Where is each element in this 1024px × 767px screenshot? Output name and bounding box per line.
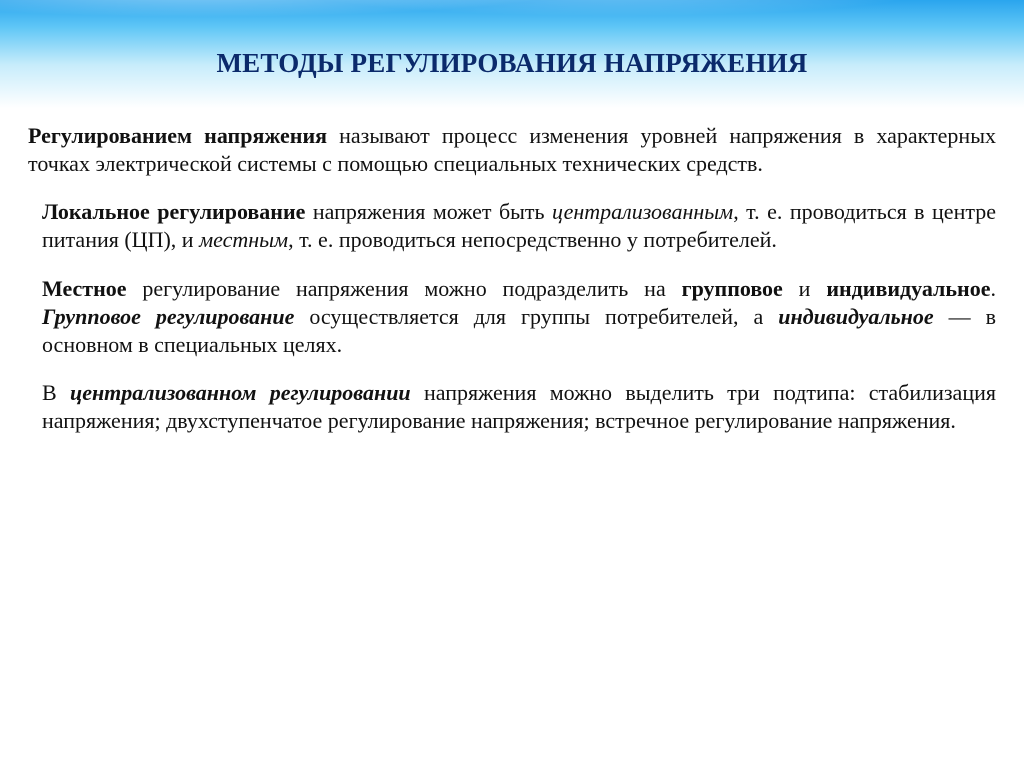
paragraph-4: В централизованном регулировании напряже… xyxy=(28,379,996,435)
p4-t1: В xyxy=(42,380,70,405)
slide-body: Регулированием напряжения называют проце… xyxy=(0,108,1024,455)
p3-t5: индивидуальное xyxy=(826,276,990,301)
slide-title: МЕТОДЫ РЕГУЛИРОВАНИЯ НАПРЯЖЕНИЯ xyxy=(0,48,1024,79)
paragraph-1: Регулированием напряжения называют проце… xyxy=(28,122,996,178)
p3-t6: . xyxy=(990,276,996,301)
p3-t8: осуществляется для группы потребителей, … xyxy=(294,304,778,329)
p3-t7: Групповое регулирование xyxy=(42,304,294,329)
slide: МЕТОДЫ РЕГУЛИРОВАНИЯ НАПРЯЖЕНИЯ Регулиро… xyxy=(0,0,1024,767)
paragraph-2: Локальное регулирование напряжения может… xyxy=(28,198,996,254)
header-band: МЕТОДЫ РЕГУЛИРОВАНИЯ НАПРЯЖЕНИЯ xyxy=(0,0,1024,108)
p2-t1: Локальное регулирование xyxy=(42,199,305,224)
p2-t5: местным xyxy=(199,227,288,252)
p3-t1: Местное xyxy=(42,276,127,301)
p2-t3: централизованным xyxy=(552,199,733,224)
p3-t3: групповое xyxy=(682,276,783,301)
paragraph-3: Местное регулирование напряжения можно п… xyxy=(28,275,996,359)
p4-t2: централизованном регулировании xyxy=(70,380,411,405)
p3-t9: индивидуальное xyxy=(778,304,933,329)
p1-lead: Регулированием напряжения xyxy=(28,123,327,148)
p3-t4: и xyxy=(783,276,827,301)
p2-t6: , т. е. проводиться непосредственно у по… xyxy=(288,227,777,252)
p2-t2: напряжения может быть xyxy=(305,199,552,224)
p3-t2: регулирование напряжения можно подраздел… xyxy=(127,276,682,301)
